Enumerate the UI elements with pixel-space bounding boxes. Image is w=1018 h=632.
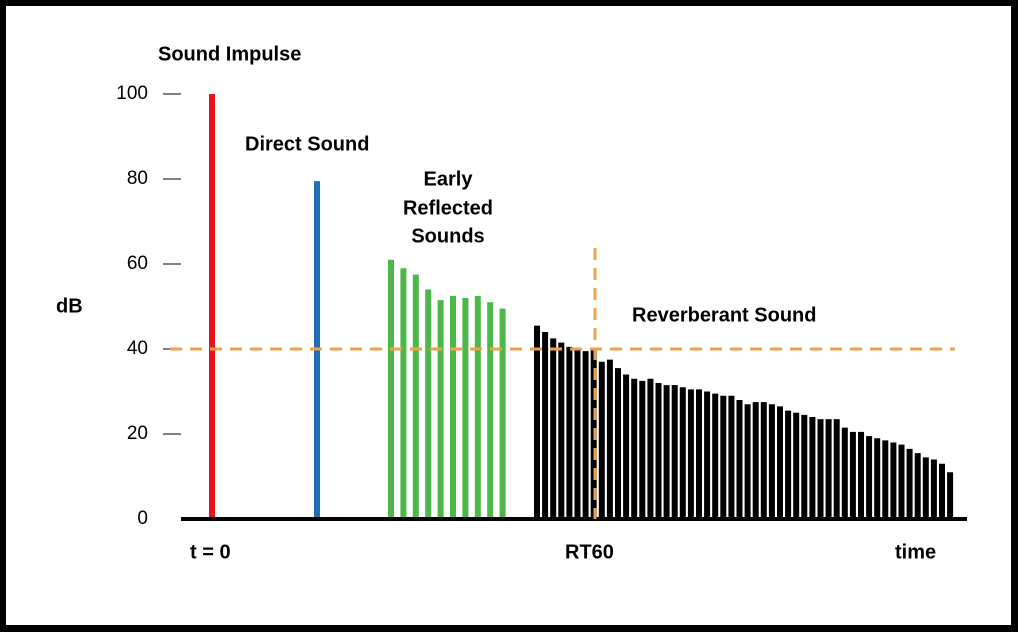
bar	[655, 383, 662, 519]
bar	[849, 431, 856, 519]
bar	[906, 448, 913, 519]
y-tick-label: 100	[116, 83, 148, 104]
y-tick-label: 20	[127, 423, 148, 444]
bar	[890, 442, 897, 519]
bar	[768, 404, 775, 519]
annotation: Early	[424, 168, 474, 190]
background	[6, 6, 1011, 625]
bar	[437, 300, 444, 519]
annotation: Sound Impulse	[158, 43, 301, 65]
annotation: Reflected	[403, 197, 493, 219]
bar	[574, 349, 581, 519]
y-axis-label: dB	[56, 295, 83, 317]
bar	[817, 419, 824, 519]
bar	[744, 404, 751, 519]
y-tick-label: 40	[127, 338, 148, 359]
bar	[412, 274, 419, 519]
bar	[606, 359, 613, 519]
bar	[679, 387, 686, 519]
bar	[801, 414, 808, 519]
bar	[809, 417, 816, 519]
bar	[499, 308, 506, 519]
bar	[534, 325, 540, 519]
bar	[728, 395, 735, 519]
bar	[939, 463, 945, 519]
bar	[388, 259, 394, 519]
bar	[793, 412, 800, 519]
bar	[647, 378, 654, 519]
annotation: Direct Sound	[245, 133, 369, 155]
bar	[550, 338, 557, 519]
y-tick-label: 60	[127, 253, 148, 274]
bar	[615, 368, 621, 519]
x-label: time	[895, 541, 936, 563]
bar	[542, 332, 549, 519]
bar	[752, 402, 759, 519]
bar	[425, 289, 432, 519]
bar	[777, 406, 783, 519]
x-label: RT60	[565, 541, 614, 563]
bar	[736, 400, 743, 519]
annotation: Reverberant Sound	[632, 304, 816, 326]
bar	[400, 268, 407, 519]
bar	[947, 472, 954, 519]
bar	[825, 419, 832, 519]
y-tick-label: 0	[137, 508, 148, 529]
bar	[696, 389, 702, 519]
bar	[582, 351, 589, 519]
bar	[841, 427, 848, 519]
bar	[712, 393, 719, 519]
bar	[663, 385, 670, 519]
bar	[450, 295, 456, 519]
bar	[914, 453, 921, 519]
bar	[623, 374, 630, 519]
bar	[898, 444, 905, 519]
bar	[760, 402, 767, 519]
bar	[671, 385, 678, 519]
bar	[598, 361, 605, 519]
bar	[487, 302, 494, 519]
bar	[922, 457, 929, 519]
bar	[209, 94, 215, 519]
annotation: Sounds	[411, 225, 484, 247]
y-tick-label: 80	[127, 168, 148, 189]
bar	[558, 342, 565, 519]
bar	[833, 419, 840, 519]
bar	[474, 295, 481, 519]
bar	[462, 298, 469, 519]
bar	[720, 395, 727, 519]
bar	[687, 389, 694, 519]
bar	[631, 378, 638, 519]
x-label: t = 0	[190, 541, 231, 563]
bar	[639, 380, 646, 519]
bar	[866, 436, 873, 519]
bar	[704, 391, 711, 519]
bar	[874, 438, 881, 519]
bar	[566, 346, 573, 519]
bar	[785, 410, 792, 519]
bar	[858, 431, 864, 519]
bar	[882, 440, 889, 519]
bar	[930, 459, 937, 519]
